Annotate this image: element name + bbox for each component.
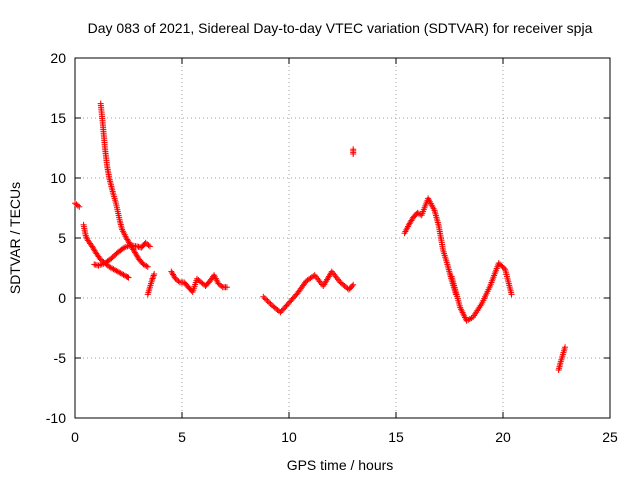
data-point — [144, 263, 151, 270]
data-point — [145, 242, 152, 249]
data-point — [350, 151, 357, 157]
data-point — [508, 291, 515, 298]
y-tick-label: 20 — [50, 50, 66, 66]
x-tick-label: 25 — [602, 429, 618, 445]
data-point — [124, 274, 131, 280]
data-point — [74, 202, 81, 209]
data-point — [143, 263, 150, 269]
data-point — [267, 300, 274, 307]
data-point — [562, 344, 569, 351]
grid — [75, 58, 610, 418]
x-tick-label: 15 — [388, 429, 404, 445]
x-tick-label: 20 — [495, 429, 511, 445]
data-point — [146, 243, 153, 250]
axis-ticks — [74, 57, 611, 419]
data-point — [218, 283, 225, 289]
data-point — [264, 298, 271, 304]
chart-title: Day 083 of 2021, Sidereal Day-to-day VTE… — [88, 20, 593, 36]
data-point — [260, 293, 267, 300]
x-tick-labels: 0 5 10 15 20 25 — [71, 429, 618, 445]
y-tick-label: 0 — [58, 290, 66, 306]
y-tick-label: -5 — [54, 350, 67, 366]
data-point — [310, 273, 317, 280]
x-tick-label: 5 — [178, 429, 186, 445]
data-point — [125, 274, 132, 281]
data-point — [349, 283, 356, 289]
data-point — [223, 284, 230, 291]
y-axis-label: SDTVAR / TECUs — [7, 182, 23, 294]
y-tick-label: -10 — [46, 410, 66, 426]
data-point — [151, 271, 158, 277]
y-tick-label: 15 — [50, 110, 66, 126]
y-tick-label: 10 — [50, 170, 66, 186]
y-tick-label: 5 — [58, 230, 66, 246]
data-point — [266, 299, 273, 306]
data-point — [76, 203, 83, 210]
data-point — [175, 278, 182, 285]
x-tick-label: 10 — [281, 429, 297, 445]
x-axis-label: GPS time / hours — [287, 457, 394, 473]
x-tick-label: 0 — [71, 429, 79, 445]
y-tick-labels: -10 -5 0 5 10 15 20 — [46, 50, 66, 426]
data-point — [263, 296, 270, 303]
data-points — [72, 100, 569, 373]
data-point — [350, 281, 357, 288]
data-point — [261, 295, 268, 302]
